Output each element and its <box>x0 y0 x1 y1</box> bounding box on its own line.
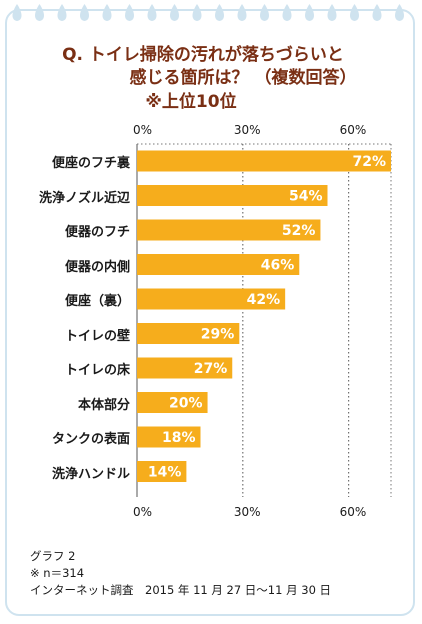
water-drop-icon <box>170 4 179 21</box>
top-tick-label-30: 30% <box>233 123 261 137</box>
water-drop-icon <box>237 4 247 21</box>
water-drop-icon <box>125 4 134 21</box>
water-drop-icon <box>35 4 44 21</box>
category-label-7: 本体部分 <box>77 397 130 413</box>
water-drop-icon <box>350 4 359 21</box>
survey-info: インターネット調査 2015 年 11 月 27 日～11 月 30 日 <box>30 583 332 597</box>
top-tick-label-60: 60% <box>339 123 367 137</box>
bottom-tick-label-30: 30% <box>233 505 261 519</box>
water-drop-icon <box>372 4 382 21</box>
category-label-8: タンクの表面 <box>51 432 130 447</box>
chart-card <box>5 9 415 616</box>
water-drop-icon <box>192 4 202 21</box>
bottom-tick-label-60: 60% <box>339 505 367 519</box>
water-drop-icon <box>215 4 224 21</box>
category-label-2: 便器のフチ <box>64 225 130 240</box>
water-drop-icon <box>80 4 89 21</box>
water-drop-icon <box>102 4 112 21</box>
category-label-5: トイレの壁 <box>64 328 130 344</box>
category-label-1: 洗浄ノズル近辺 <box>38 190 130 206</box>
graph-number: グラフ 2 <box>30 549 76 563</box>
water-drop-icon <box>12 4 22 21</box>
chart-title-line-2: 感じる箇所は？ （複数回答） <box>129 68 357 88</box>
water-drop-icon <box>305 4 314 21</box>
water-drop-icon <box>147 4 157 21</box>
bottom-tick-label-0: 0% <box>133 505 153 519</box>
category-label-4: 便座（裏） <box>64 294 130 309</box>
chart-notes: グラフ 2 ※ n＝314 インターネット調査 2015 年 11 月 27 日… <box>30 548 331 599</box>
category-label-3: 便器の内側 <box>64 259 130 275</box>
water-drop-icon <box>282 4 292 21</box>
water-drop-icon <box>57 4 67 21</box>
water-drop-icon <box>395 4 404 21</box>
top-tick-label-0: 0% <box>133 123 153 137</box>
chart-title-line-3: ※上位10位 <box>145 92 237 112</box>
water-drop-icon <box>327 4 337 21</box>
chart-title-line-1: Q. トイレ掃除の汚れが落ちづらいと <box>62 45 344 65</box>
category-label-6: トイレの床 <box>64 363 130 378</box>
category-label-9: 洗浄ハンドル <box>51 466 130 482</box>
sample-size: ※ n＝314 <box>30 566 85 580</box>
water-drops-decoration <box>12 4 404 21</box>
water-drop-icon <box>260 4 269 21</box>
category-label-0: 便座のフチ裏 <box>51 156 130 171</box>
